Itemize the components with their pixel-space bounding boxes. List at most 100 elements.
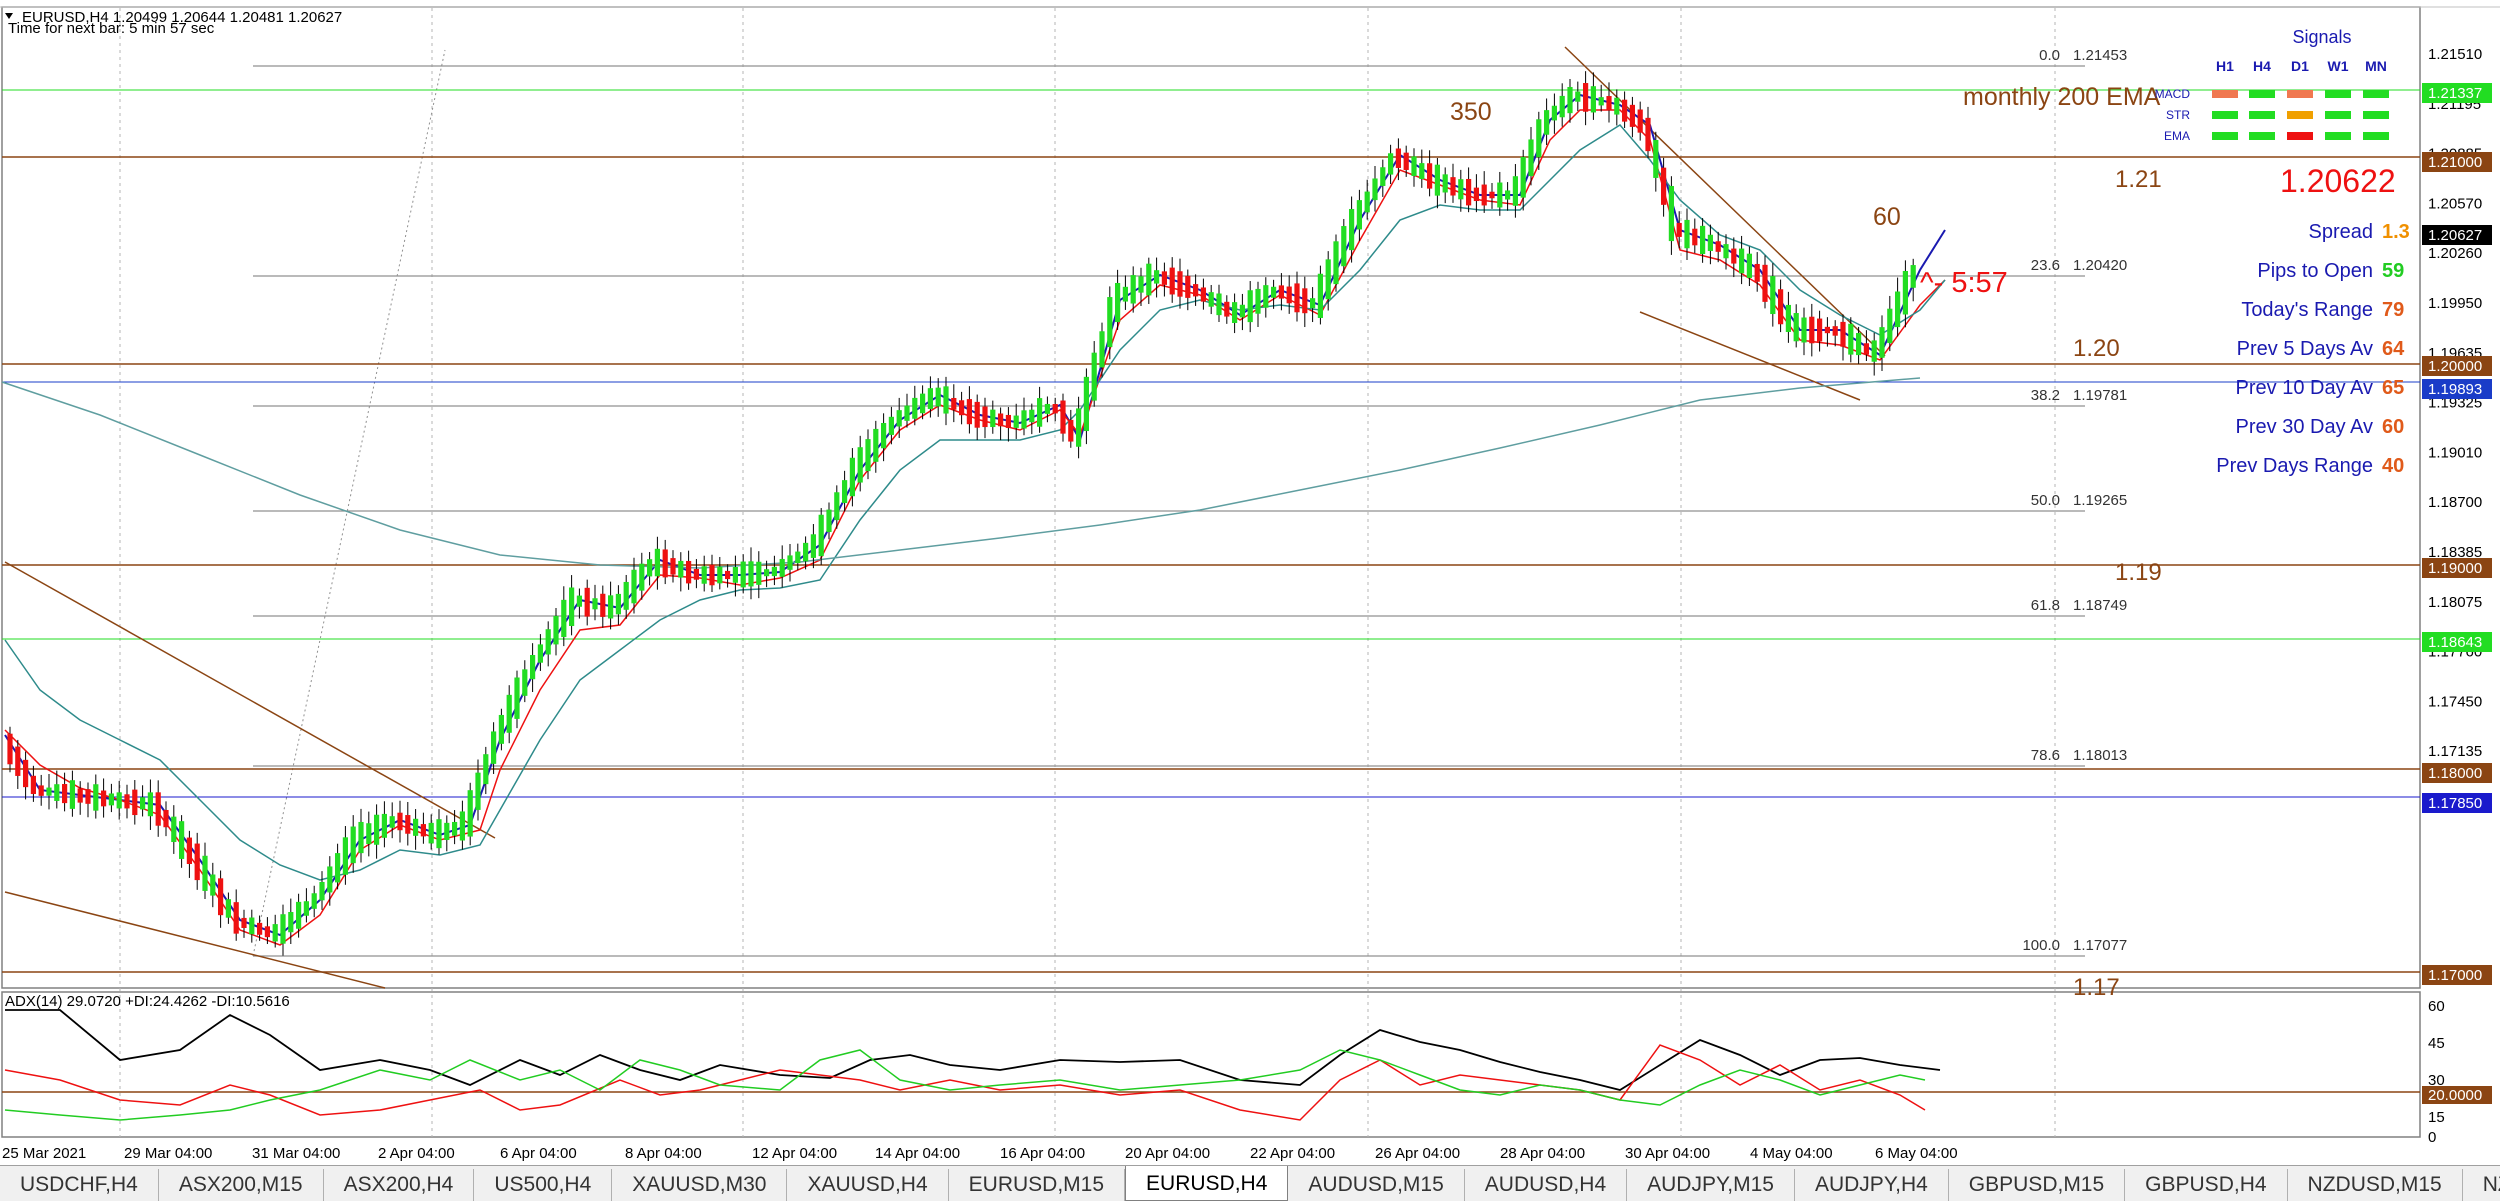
bull-candle — [1021, 410, 1027, 429]
bear-candle — [974, 401, 980, 428]
bear-candle — [982, 406, 988, 428]
bull-candle — [818, 514, 824, 557]
bear-candle — [1661, 167, 1667, 205]
bull-candle — [1380, 167, 1386, 186]
stats-panel: Spread 1.3 Pips to Open 59 Today's Range 79 Pr… — [2216, 221, 2410, 477]
bear-candle — [1466, 178, 1472, 206]
bear-candle — [1060, 400, 1066, 434]
bull-candle — [740, 561, 746, 588]
bull-candle — [1247, 290, 1253, 323]
fib-level-value: 1.20420 — [2073, 257, 2127, 274]
bull-candle — [912, 397, 918, 419]
bear-candle — [23, 759, 29, 788]
bull-candle — [140, 797, 146, 810]
chart-tab[interactable]: AUDJPY,H4 — [1795, 1169, 1949, 1201]
chart-tab[interactable]: ASX200,H4 — [324, 1169, 475, 1201]
bull-candle — [896, 410, 902, 427]
bull-candle — [202, 855, 208, 891]
bull-candle — [93, 784, 99, 811]
bull-candle — [1349, 208, 1355, 251]
bull-candle — [1559, 95, 1565, 118]
collapse-triangle-icon[interactable] — [5, 13, 13, 19]
bear-candle — [1200, 287, 1206, 302]
chart-tab[interactable]: GBPUSD,M15 — [1949, 1169, 2126, 1201]
bull-candle — [1910, 265, 1916, 288]
bull-candle — [1544, 110, 1550, 135]
signals-row-label: STR — [2166, 108, 2190, 122]
bear-candle — [241, 917, 247, 928]
bull-candle — [1505, 190, 1511, 200]
bull-candle — [608, 595, 614, 619]
stat-label: Spread — [2309, 221, 2374, 243]
bear-candle — [1185, 275, 1191, 298]
bull-candle — [1138, 276, 1144, 293]
bull-candle — [1146, 263, 1152, 296]
bull-candle — [1208, 292, 1214, 307]
bear-candle — [62, 784, 68, 804]
price-marker-label: 1.21337 — [2428, 85, 2482, 102]
signal-indicator — [2287, 90, 2313, 98]
signal-indicator — [2249, 132, 2275, 140]
fib-level-value: 1.18013 — [2073, 747, 2127, 764]
signal-indicator — [2325, 132, 2351, 140]
bull-candle — [436, 819, 442, 849]
bull-candle — [428, 822, 434, 844]
signals-column-header: H4 — [2253, 58, 2271, 74]
chart-tab[interactable]: NZDUSD,H4 — [2463, 1169, 2500, 1201]
chart-tab[interactable]: AUDJPY,M15 — [1627, 1169, 1795, 1201]
chart-tab[interactable]: EURUSD,M15 — [949, 1169, 1126, 1201]
fib-level-label: 50.0 — [2031, 492, 2060, 509]
bull-candle — [1895, 291, 1901, 328]
bear-candle — [1294, 283, 1300, 313]
bull-candle — [1099, 331, 1105, 368]
level-120-label: 1.20 — [2073, 335, 2120, 362]
price-axis-label: 1.18075 — [2428, 594, 2482, 611]
fib-level-label: 38.2 — [2031, 387, 2060, 404]
chart-tab[interactable]: ASX200,M15 — [159, 1169, 324, 1201]
bull-candle — [350, 826, 356, 864]
bear-candle — [30, 775, 36, 794]
adx-scale-label: 60 — [2428, 998, 2445, 1015]
bear-candle — [1278, 285, 1284, 299]
bull-candle — [522, 669, 528, 696]
bull-candle — [561, 599, 567, 638]
chart-tab[interactable]: US500,H4 — [474, 1169, 613, 1201]
bull-candle — [1746, 253, 1752, 278]
countdown-label: ^- 5:57 — [1920, 267, 2008, 299]
chart-tab[interactable]: XAUUSD,H4 — [787, 1169, 949, 1201]
bull-candle — [1879, 327, 1885, 358]
bull-candle — [311, 893, 317, 909]
bull-candle — [46, 787, 52, 796]
time-axis-label: 14 Apr 04:00 — [875, 1145, 960, 1162]
price-marker — [2422, 558, 2492, 578]
bull-candle — [467, 790, 473, 837]
chart-tab[interactable]: AUDUSD,H4 — [1465, 1169, 1628, 1201]
bear-candle — [7, 733, 13, 765]
bull-candle — [389, 816, 395, 828]
chart-tab[interactable]: GBPUSD,H4 — [2125, 1169, 2288, 1201]
chart-tab[interactable]: AUDUSD,M15 — [1288, 1169, 1465, 1201]
chart-tab[interactable]: XAUUSD,M30 — [612, 1169, 788, 1201]
bull-candle — [1739, 248, 1745, 274]
chart-tab[interactable]: NZDUSD,M15 — [2288, 1169, 2463, 1201]
fib-level-value: 1.18749 — [2073, 597, 2127, 614]
bull-candle — [756, 561, 762, 585]
bull-candle — [1528, 139, 1534, 177]
signal-indicator — [2249, 111, 2275, 119]
bear-candle — [85, 789, 91, 804]
bull-candle — [1411, 156, 1417, 177]
bull-candle — [904, 405, 910, 421]
chart-tab[interactable]: USDCHF,H4 — [0, 1169, 159, 1201]
signals-column-header: W1 — [2328, 58, 2349, 74]
bull-candle — [1013, 415, 1019, 428]
bull-candle — [1263, 285, 1269, 308]
chart-tab[interactable]: EURUSD,H4 — [1125, 1166, 1289, 1201]
signal-indicator — [2363, 132, 2389, 140]
bull-candle — [342, 837, 348, 875]
bear-candle — [1302, 288, 1308, 314]
bear-candle — [420, 824, 426, 837]
bull-candle — [1871, 340, 1877, 362]
adx-marker-label: 20.0000 — [2428, 1087, 2482, 1104]
bull-candle — [1567, 86, 1573, 114]
